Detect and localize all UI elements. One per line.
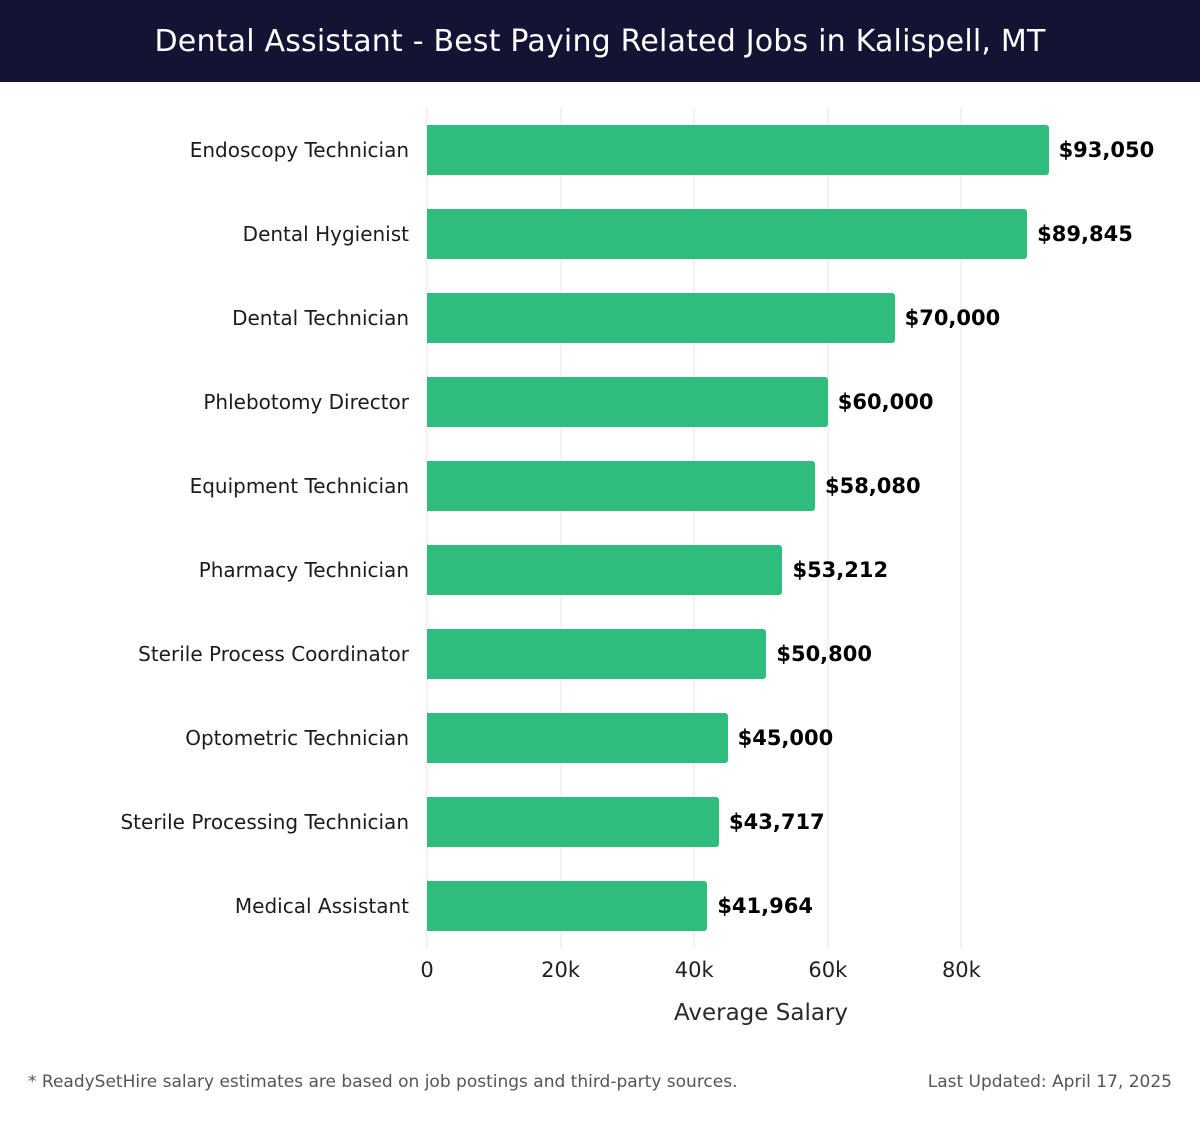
plot-area: Endoscopy Technician $93,050 Dental Hygien…: [0, 108, 1200, 948]
footer-disclaimer: * ReadySetHire salary estimates are base…: [28, 1072, 738, 1092]
category-label: Endoscopy Technician: [189, 138, 409, 162]
page-title: Dental Assistant - Best Paying Related J…: [154, 23, 1046, 59]
category-label: Dental Technician: [232, 306, 409, 330]
gridline: [960, 108, 962, 948]
bar-area: $41,964: [427, 864, 1095, 948]
value-label: $53,212: [792, 558, 889, 582]
chart-row: Dental Hygienist $89,845: [0, 192, 1200, 276]
value-label: $93,050: [1058, 138, 1155, 162]
chart-row: Equipment Technician $58,080: [0, 444, 1200, 528]
gridline: [827, 108, 829, 948]
x-tick-label: 60k: [808, 958, 848, 982]
x-tick-label: 80k: [941, 958, 981, 982]
bar-area: $43,717: [427, 780, 1095, 864]
title-bar: Dental Assistant - Best Paying Related J…: [0, 0, 1200, 82]
value-label: $58,080: [824, 474, 921, 498]
bar-area: $89,845: [427, 192, 1133, 276]
bar-area: $50,800: [427, 612, 1095, 696]
value-label: $89,845: [1037, 222, 1133, 246]
category-label: Equipment Technician: [189, 474, 409, 498]
x-tick-label: 40k: [674, 958, 714, 982]
gridline: [560, 108, 562, 948]
bar-chart: Endoscopy Technician $93,050 Dental Hygien…: [0, 82, 1200, 1026]
salary-bar: [427, 377, 828, 427]
value-label: $45,000: [737, 726, 834, 750]
salary-bar: [427, 461, 815, 511]
footer: * ReadySetHire salary estimates are base…: [0, 1072, 1200, 1092]
last-updated: Last Updated: April 17, 2025: [927, 1072, 1172, 1092]
value-label: $70,000: [904, 306, 1001, 330]
value-label: $60,000: [837, 390, 934, 414]
bar-area: $93,050: [427, 108, 1154, 192]
category-label: Dental Hygienist: [242, 222, 409, 246]
gridlines: [426, 108, 1095, 948]
bar-area: $60,000: [427, 360, 1095, 444]
bar-area: $70,000: [427, 276, 1095, 360]
value-label: $41,964: [717, 894, 813, 918]
salary-bar: [427, 545, 783, 595]
bar-area: $53,212: [427, 528, 1095, 612]
category-label: Optometric Technician: [185, 726, 409, 750]
chart-rows: Endoscopy Technician $93,050 Dental Hygien…: [0, 108, 1200, 948]
chart-row: Sterile Process Coordinator $50,800: [0, 612, 1200, 696]
salary-bar: [427, 629, 767, 679]
category-label: Sterile Process Coordinator: [138, 642, 409, 666]
salary-bar: [427, 125, 1049, 175]
salary-bar: [427, 797, 720, 847]
x-axis-ticks: 0 20k 40k 60k 80k: [420, 948, 1095, 992]
chart-row: Endoscopy Technician $93,050: [0, 108, 1200, 192]
salary-bar: [427, 293, 895, 343]
gridline: [426, 108, 428, 948]
x-tick-label: 0: [420, 958, 434, 982]
salary-bar: [427, 881, 708, 931]
salary-bar: [427, 209, 1028, 259]
chart-row: Dental Technician $70,000: [0, 276, 1200, 360]
value-label: $43,717: [729, 810, 825, 834]
bar-area: $58,080: [427, 444, 1095, 528]
gridline: [693, 108, 695, 948]
bar-area: $45,000: [427, 696, 1095, 780]
x-axis-title: Average Salary: [673, 1000, 848, 1026]
chart-row: Sterile Processing Technician $43,717: [0, 780, 1200, 864]
category-label: Phlebotomy Director: [203, 390, 409, 414]
chart-row: Pharmacy Technician $53,212: [0, 528, 1200, 612]
x-tick-label: 20k: [541, 958, 581, 982]
chart-row: Medical Assistant $41,964: [0, 864, 1200, 948]
category-label: Medical Assistant: [234, 894, 409, 918]
value-label: $50,800: [776, 642, 872, 666]
category-label: Pharmacy Technician: [198, 558, 409, 582]
salary-bar: [427, 713, 728, 763]
chart-row: Optometric Technician $45,000: [0, 696, 1200, 780]
chart-row: Phlebotomy Director $60,000: [0, 360, 1200, 444]
category-label: Sterile Processing Technician: [120, 810, 409, 834]
